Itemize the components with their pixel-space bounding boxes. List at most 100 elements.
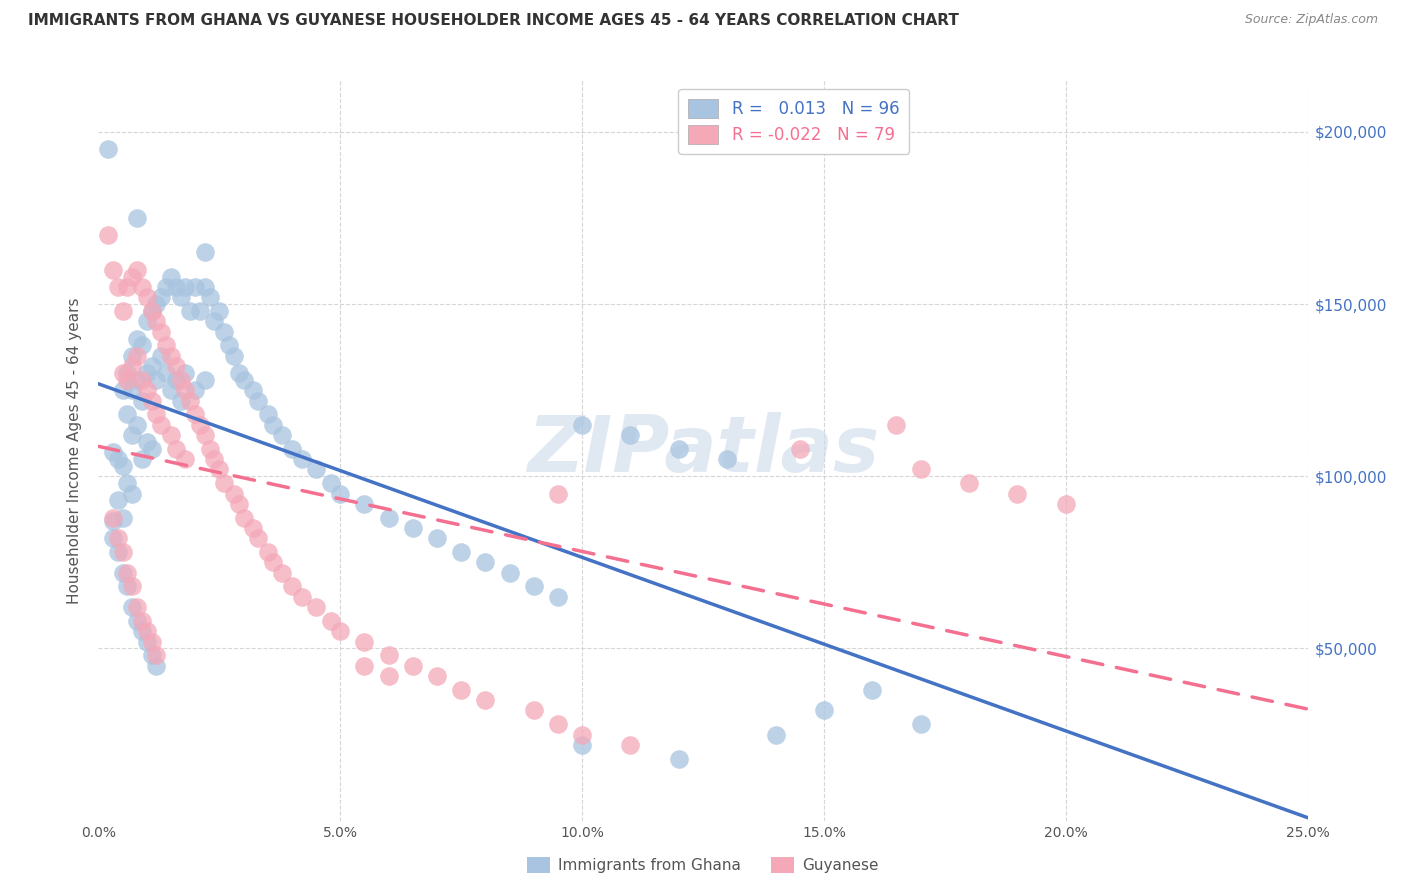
Point	[222, 486, 245, 500]
Point	[426, 531, 449, 545]
Point	[860, 682, 883, 697]
Point	[135, 383, 157, 397]
Point	[107, 452, 129, 467]
Point	[141, 442, 163, 456]
Point	[165, 280, 187, 294]
Legend: Immigrants from Ghana, Guyanese: Immigrants from Ghana, Guyanese	[520, 849, 886, 881]
Point	[256, 545, 278, 559]
Point	[353, 658, 375, 673]
Point	[242, 521, 264, 535]
Point	[329, 624, 352, 639]
Point	[127, 262, 149, 277]
Point	[127, 349, 149, 363]
Point	[145, 658, 167, 673]
Point	[150, 349, 173, 363]
Point	[150, 417, 173, 432]
Point	[571, 417, 593, 432]
Point	[101, 531, 124, 545]
Point	[247, 531, 270, 545]
Point	[111, 566, 134, 580]
Point	[377, 510, 399, 524]
Point	[160, 349, 183, 363]
Point	[127, 417, 149, 432]
Point	[101, 445, 124, 459]
Point	[204, 314, 226, 328]
Point	[131, 280, 153, 294]
Point	[117, 566, 139, 580]
Point	[319, 476, 342, 491]
Point	[121, 428, 143, 442]
Point	[107, 545, 129, 559]
Point	[450, 682, 472, 697]
Text: ZIPatlas: ZIPatlas	[527, 412, 879, 489]
Text: Source: ZipAtlas.com: Source: ZipAtlas.com	[1244, 13, 1378, 27]
Point	[353, 497, 375, 511]
Point	[910, 462, 932, 476]
Point	[668, 442, 690, 456]
Point	[232, 373, 254, 387]
Point	[426, 669, 449, 683]
Point	[121, 600, 143, 615]
Point	[121, 349, 143, 363]
Point	[232, 510, 254, 524]
Point	[228, 497, 250, 511]
Point	[165, 442, 187, 456]
Point	[160, 383, 183, 397]
Point	[281, 442, 304, 456]
Point	[107, 531, 129, 545]
Point	[145, 648, 167, 663]
Point	[212, 476, 235, 491]
Point	[111, 383, 134, 397]
Point	[377, 669, 399, 683]
Point	[127, 600, 149, 615]
Point	[174, 366, 197, 380]
Point	[121, 359, 143, 373]
Point	[111, 510, 134, 524]
Point	[131, 614, 153, 628]
Point	[131, 452, 153, 467]
Point	[145, 407, 167, 421]
Point	[117, 407, 139, 421]
Point	[194, 245, 217, 260]
Point	[145, 373, 167, 387]
Point	[262, 417, 284, 432]
Point	[174, 280, 197, 294]
Point	[547, 486, 569, 500]
Point	[194, 428, 217, 442]
Point	[208, 462, 231, 476]
Point	[121, 579, 143, 593]
Point	[111, 304, 134, 318]
Point	[117, 373, 139, 387]
Point	[218, 338, 240, 352]
Point	[886, 417, 908, 432]
Point	[135, 366, 157, 380]
Point	[547, 590, 569, 604]
Point	[150, 290, 173, 304]
Point	[523, 579, 546, 593]
Point	[256, 407, 278, 421]
Point	[179, 393, 201, 408]
Point	[131, 338, 153, 352]
Y-axis label: Householder Income Ages 45 - 64 years: Householder Income Ages 45 - 64 years	[67, 297, 83, 604]
Point	[169, 290, 191, 304]
Point	[160, 269, 183, 284]
Point	[228, 366, 250, 380]
Point	[247, 393, 270, 408]
Point	[571, 727, 593, 741]
Point	[97, 228, 120, 243]
Point	[198, 290, 221, 304]
Point	[141, 648, 163, 663]
Point	[242, 383, 264, 397]
Point	[135, 314, 157, 328]
Point	[174, 452, 197, 467]
Point	[135, 624, 157, 639]
Point	[353, 634, 375, 648]
Point	[101, 510, 124, 524]
Point	[523, 703, 546, 717]
Point	[184, 383, 207, 397]
Point	[121, 269, 143, 284]
Point	[198, 442, 221, 456]
Point	[127, 211, 149, 225]
Point	[188, 417, 211, 432]
Point	[204, 452, 226, 467]
